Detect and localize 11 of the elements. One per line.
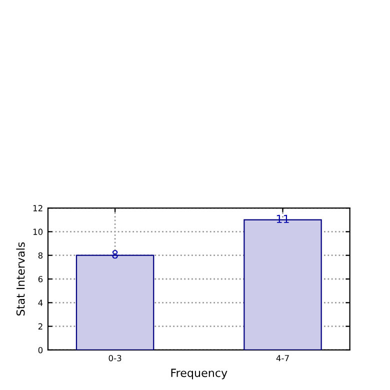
x-tick-label: 0-3 [108,354,122,362]
y-tick-label: 12 [33,205,42,212]
y-tick-label: 0 [38,346,43,354]
y-tick-label: 4 [38,300,43,306]
y-axis-title: Stat Intervals [16,242,25,316]
x-tick-label: 4-7 [276,355,289,362]
y-tick-label: 6 [38,276,43,282]
y-tick-label: 10 [33,228,43,235]
y-tick-label: 2 [38,323,42,330]
y-tick-label: 8 [38,252,43,259]
x-axis-title: Frequency [171,368,228,380]
